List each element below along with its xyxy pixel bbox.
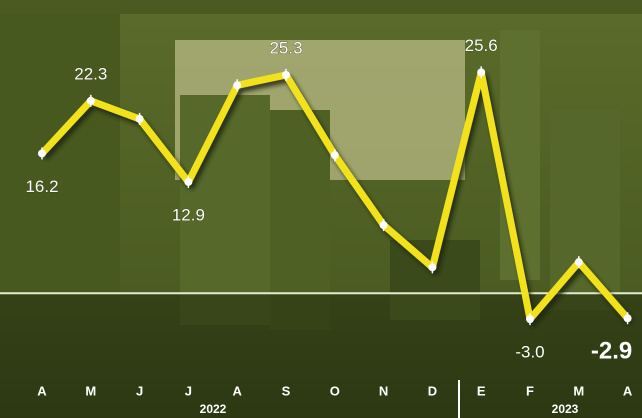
data-label: 25.6: [465, 36, 498, 55]
x-tick-label: J: [185, 383, 192, 398]
point: [38, 149, 46, 158]
x-tick-label: D: [428, 383, 437, 398]
point: [477, 68, 486, 77]
data-label: 16.2: [25, 177, 58, 196]
x-tick-label: A: [623, 383, 633, 398]
point: [233, 81, 242, 90]
data-label: 12.9: [172, 205, 205, 224]
year-label: 2022: [200, 402, 227, 416]
point: [623, 314, 632, 323]
x-tick-label: F: [526, 383, 534, 398]
point: [428, 263, 437, 272]
x-tick-label: N: [379, 383, 388, 398]
point: [86, 96, 95, 105]
x-tick-label: A: [37, 383, 47, 398]
data-label: -3.0: [515, 343, 544, 362]
data-label: 25.3: [269, 38, 302, 57]
data-label: 22.3: [74, 64, 107, 83]
point: [379, 221, 388, 230]
point: [574, 258, 583, 267]
x-tick-label: J: [136, 383, 143, 398]
x-tick-label: O: [330, 383, 340, 398]
x-tick-label: S: [282, 383, 291, 398]
point: [330, 151, 339, 160]
x-tick-label: E: [477, 383, 486, 398]
point: [135, 114, 144, 123]
x-tick-label: M: [573, 383, 584, 398]
data-label: -2.9: [591, 338, 632, 365]
point: [282, 70, 290, 79]
point: [526, 315, 534, 324]
x-tick-label: A: [233, 383, 243, 398]
x-tick-label: M: [85, 383, 96, 398]
year-label: 2023: [552, 402, 579, 416]
point: [184, 177, 193, 186]
